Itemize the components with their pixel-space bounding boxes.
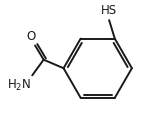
Text: O: O bbox=[27, 30, 36, 43]
Text: H$_2$N: H$_2$N bbox=[7, 78, 32, 93]
Text: HS: HS bbox=[101, 4, 117, 17]
